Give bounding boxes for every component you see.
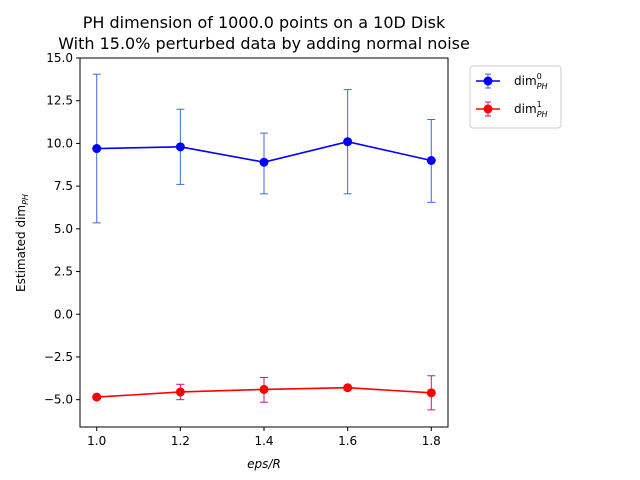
- y-axis-label: Estimated dimPH: [14, 194, 30, 292]
- data-point: [92, 144, 102, 154]
- x-tick-label: 1.6: [338, 434, 357, 448]
- plot-area: [80, 58, 448, 427]
- legend-label-sub: PH: [537, 110, 548, 119]
- y-tick-label: 10.0: [46, 136, 73, 150]
- legend-label-sup: 1: [537, 100, 542, 109]
- data-point: [175, 387, 185, 397]
- series-1: [92, 375, 436, 411]
- x-tick-label: 1.2: [171, 434, 190, 448]
- x-tick-label: 1.0: [87, 434, 106, 448]
- data-point: [92, 392, 102, 402]
- y-axis-ticks: 15.0 12.5 10.0 7.5 5.0 2.5 0.0 −2.5 −5.0: [44, 51, 80, 407]
- legend-label: dim0 PH: [514, 72, 548, 91]
- data-point: [426, 388, 436, 398]
- y-tick-label: 2.5: [54, 265, 73, 279]
- legend-label-main: dim: [514, 102, 537, 116]
- legend-entry-0: dim0 PH: [476, 72, 548, 91]
- x-axis-ticks: 1.0 1.2 1.4 1.6 1.8: [87, 427, 441, 448]
- legend-label: dim1 PH: [514, 100, 548, 119]
- legend-marker: [483, 76, 493, 86]
- data-point: [259, 384, 269, 394]
- chart-title-line1: PH dimension of 1000.0 points on a 10D D…: [83, 13, 446, 32]
- x-tick-label: 1.4: [254, 434, 273, 448]
- y-tick-label: 0.0: [54, 307, 73, 321]
- data-point: [259, 157, 269, 167]
- chart-title-line2: With 15.0% perturbed data by adding norm…: [58, 34, 470, 53]
- data-point: [343, 383, 353, 393]
- y-axis-label-sub: PH: [21, 194, 30, 205]
- legend-marker: [483, 104, 493, 114]
- legend-entry-1: dim1 PH: [476, 100, 548, 119]
- legend-label-sup: 0: [537, 72, 542, 81]
- y-tick-label: 5.0: [54, 222, 73, 236]
- y-axis-label-main: Estimated dim: [14, 205, 28, 292]
- series-layer: [92, 73, 436, 411]
- y-tick-label: −5.0: [44, 393, 73, 407]
- legend-label-main: dim: [514, 74, 537, 88]
- y-tick-label: 15.0: [46, 51, 73, 65]
- data-point: [343, 137, 353, 147]
- y-tick-label: 12.5: [46, 94, 73, 108]
- x-axis-label: eps/R: [247, 457, 281, 471]
- y-tick-label: −2.5: [44, 350, 73, 364]
- series-0: [92, 73, 436, 224]
- data-point: [426, 156, 436, 165]
- x-tick-label: 1.8: [422, 434, 441, 448]
- legend-label-sub: PH: [537, 82, 548, 91]
- y-tick-label: 7.5: [54, 179, 73, 193]
- data-point: [175, 142, 185, 152]
- plot-frame: [79, 57, 449, 428]
